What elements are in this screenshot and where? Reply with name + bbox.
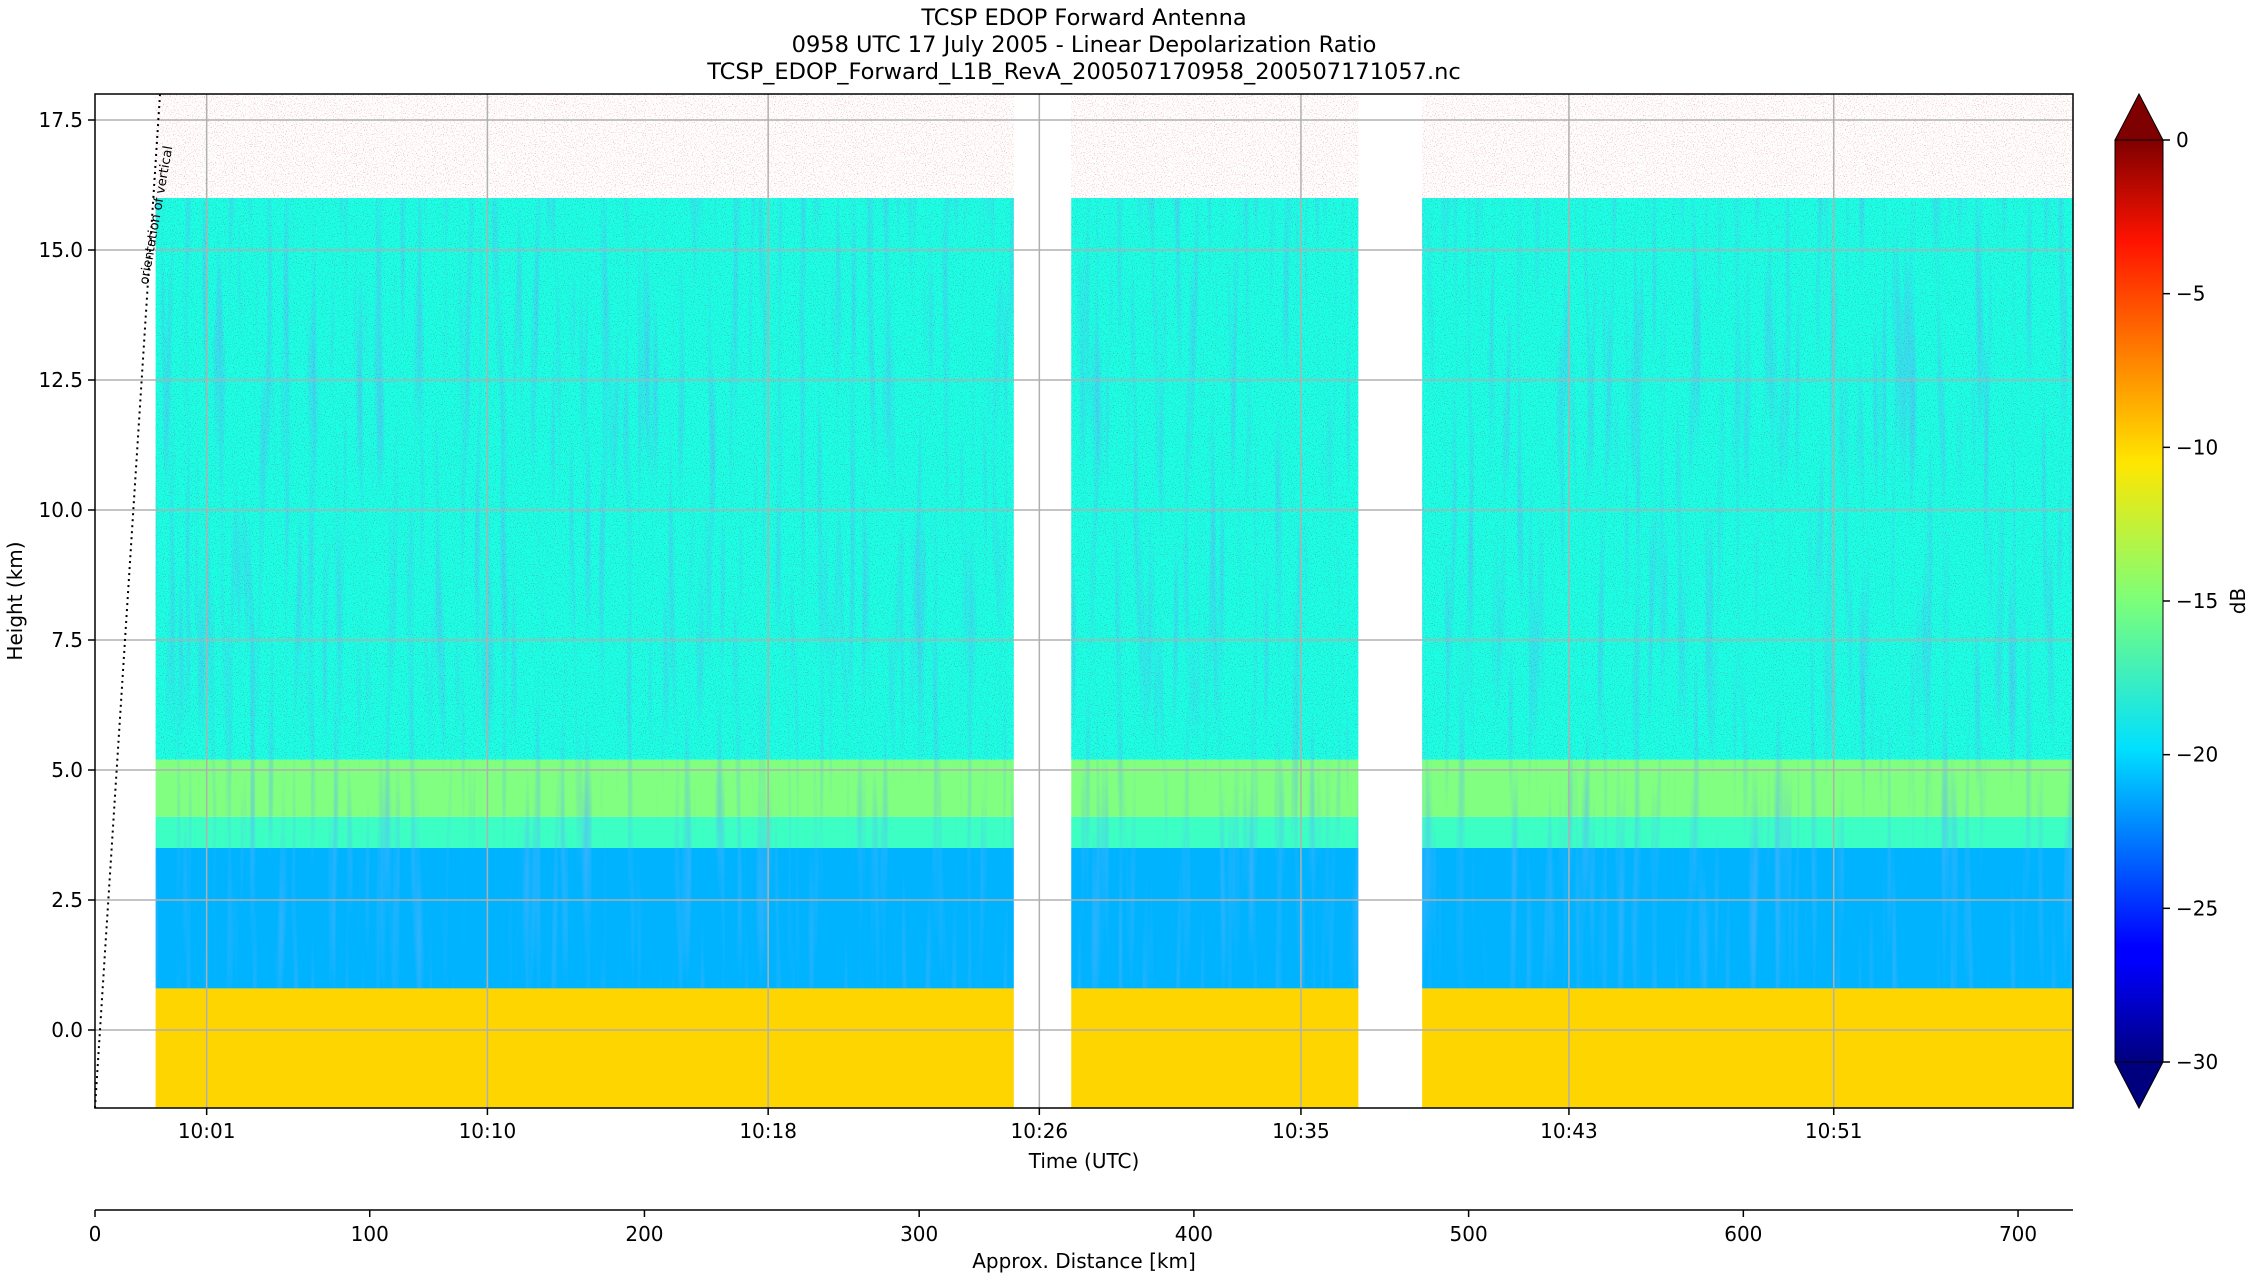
time-tick-label: 10:01 [178, 1119, 236, 1143]
time-tick-label: 10:35 [1272, 1119, 1330, 1143]
distance-tick-label: 0 [89, 1222, 102, 1246]
chart-title-line-1: TCSP EDOP Forward Antenna [920, 5, 1246, 31]
time-tick-label: 10:51 [1805, 1119, 1863, 1143]
time-tick-label: 10:26 [1011, 1119, 1069, 1143]
distance-tick-label: 400 [1175, 1222, 1213, 1246]
y-tick-label: 15.0 [38, 238, 83, 262]
colorbar-tick-label: −5 [2176, 282, 2205, 306]
distance-tick-label: 600 [1724, 1222, 1762, 1246]
colorbar-max-extension [2114, 92, 2164, 141]
heatmap-speckle [1422, 94, 2073, 760]
y-axis: 0.0 2.5 5.0 7.5 10.0 12.5 15.0 17.5 [38, 108, 95, 1042]
y-axis-label: Height (km) [3, 541, 27, 660]
distance-tick-label: 500 [1450, 1222, 1488, 1246]
time-tick-label: 10:18 [739, 1119, 797, 1143]
colorbar-gradient [2114, 139, 2164, 1063]
grid-lines [95, 94, 2073, 1108]
distance-tick-label: 300 [900, 1222, 938, 1246]
distance-axis-label: Approx. Distance [km] [972, 1249, 1196, 1273]
y-tick-label: 17.5 [38, 108, 83, 132]
heatmap-layer-cell [1422, 988, 2073, 1108]
y-tick-label: 7.5 [51, 628, 83, 652]
distance-axis: 0 100 200 300 400 500 600 700 [89, 1209, 2073, 1246]
colorbar-tick-label: −10 [2176, 435, 2218, 459]
plot-frame [94, 93, 2074, 1109]
heatmap-speckle [155, 94, 1014, 760]
heatmap-layer-cell [1071, 988, 1359, 1108]
heatmap-field [155, 94, 2073, 1108]
distance-tick-label: 700 [1999, 1222, 2037, 1246]
plot-area: orientation of vertical [94, 93, 2074, 1109]
chart-title-line-3: TCSP_EDOP_Forward_L1B_RevA_200507170958_… [706, 59, 1461, 85]
colorbar-label: dB [2226, 588, 2250, 614]
y-tick-label: 0.0 [51, 1018, 83, 1042]
colorbar-min-extension [2114, 1061, 2164, 1110]
colorbar-tick-label: −30 [2176, 1050, 2218, 1074]
colorbar-tick-label: −20 [2176, 743, 2218, 767]
colorbar: 0 −5 −10 −15 −20 −25 −30 dB [2114, 92, 2250, 1110]
colorbar-tick-label: 0 [2176, 128, 2189, 152]
y-tick-label: 10.0 [38, 498, 83, 522]
time-tick-label: 10:43 [1540, 1119, 1598, 1143]
x-axis-label: Time (UTC) [1028, 1149, 1140, 1173]
y-tick-label: 2.5 [51, 888, 83, 912]
y-tick-label: 12.5 [38, 368, 83, 392]
distance-tick-label: 100 [351, 1222, 389, 1246]
y-tick-label: 5.0 [51, 758, 83, 782]
colorbar-ticks: 0 −5 −10 −15 −20 −25 −30 [2163, 128, 2218, 1074]
distance-tick-label: 200 [625, 1222, 663, 1246]
colorbar-tick-label: −25 [2176, 896, 2218, 920]
orientation-line [94, 93, 161, 1109]
chart-title-line-2: 0958 UTC 17 July 2005 - Linear Depolariz… [792, 32, 1377, 58]
heatmap-speckle [1071, 94, 1359, 760]
time-tick-label: 10:10 [459, 1119, 517, 1143]
heatmap-layer-cell [155, 988, 1014, 1108]
colorbar-tick-label: −15 [2176, 589, 2218, 613]
time-axis: 10:01 10:10 10:18 10:26 10:35 10:43 10:51 [178, 1108, 1863, 1143]
